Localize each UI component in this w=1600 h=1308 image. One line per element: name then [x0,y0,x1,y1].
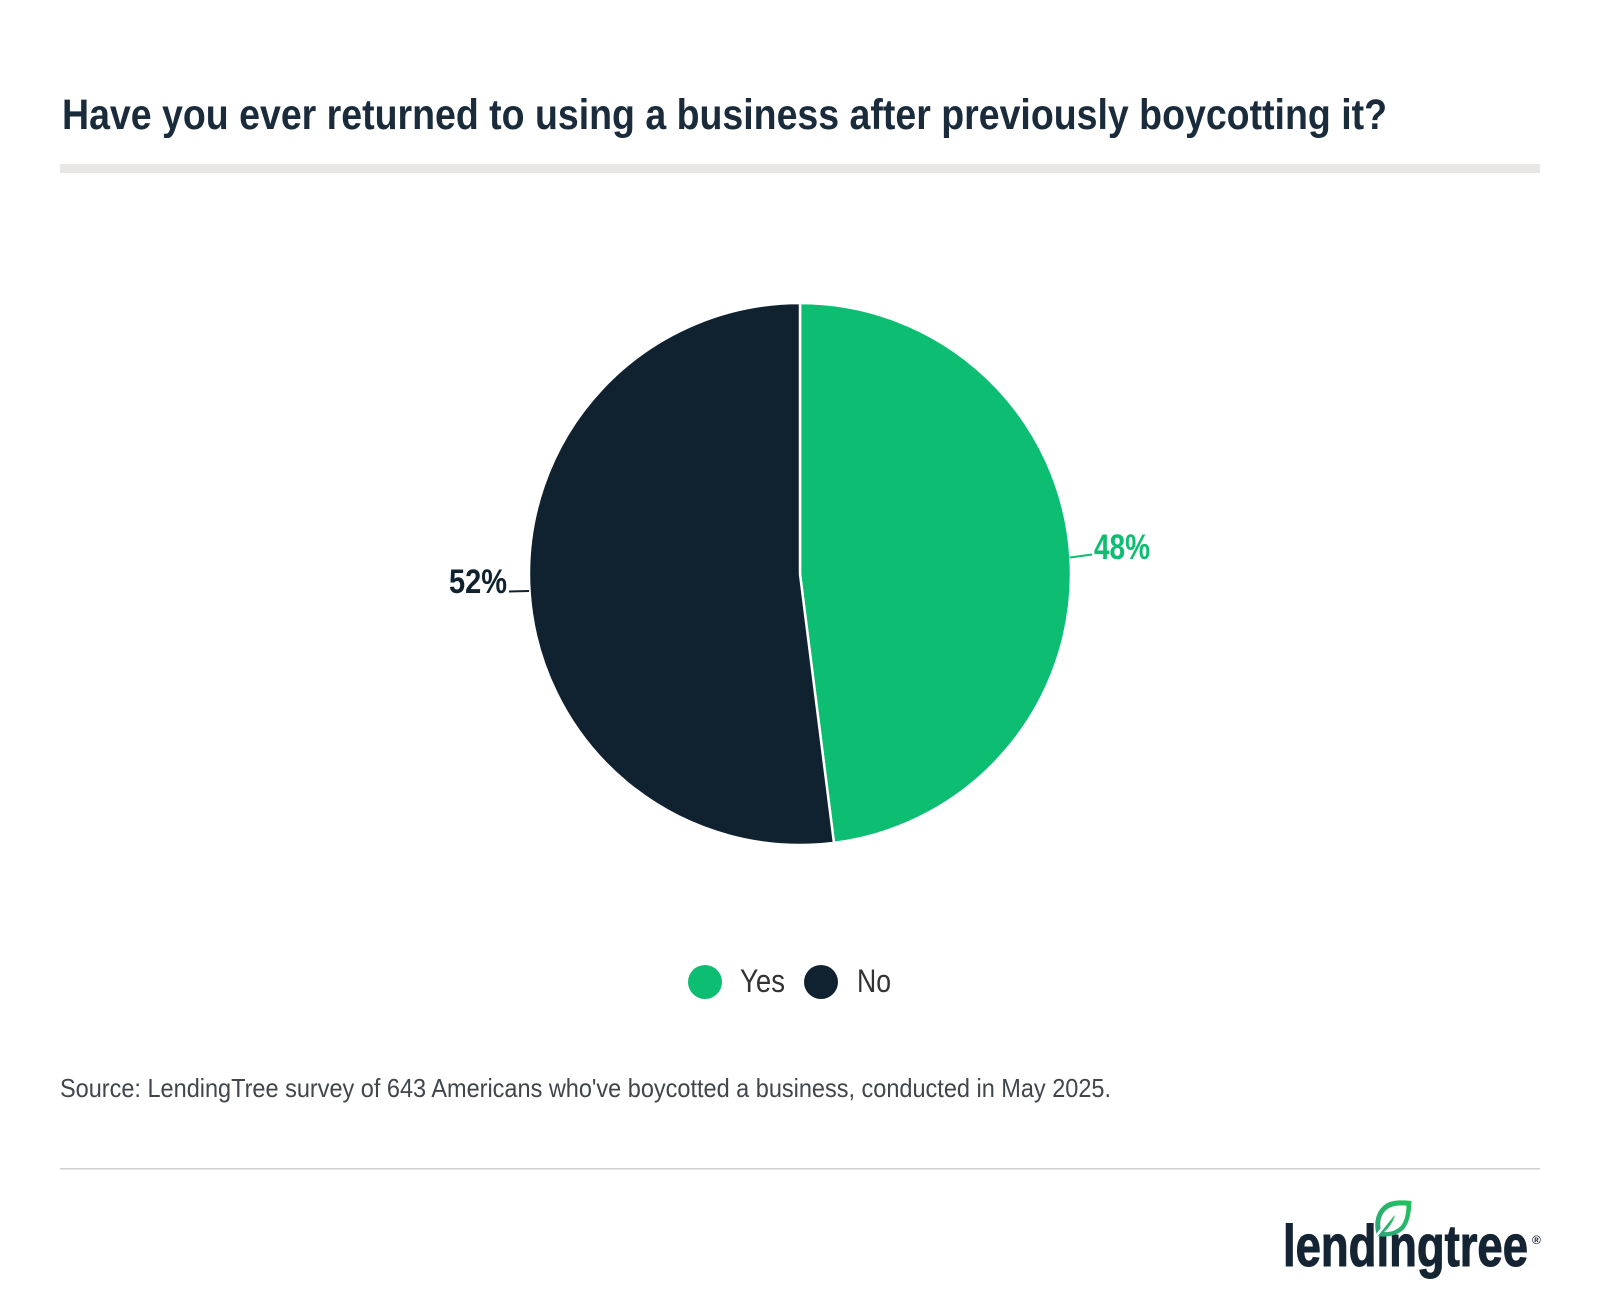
svg-text:Source: LendingTree survey of: Source: LendingTree survey of 643 Americ… [60,1073,1111,1103]
svg-text:48%: 48% [1094,528,1150,567]
svg-text:No: No [857,963,891,999]
svg-text:Have you ever returned to usin: Have you ever returned to using a busine… [62,91,1387,139]
svg-text:Yes: Yes [740,963,785,999]
svg-text:®: ® [1532,1233,1541,1247]
svg-text:52%: 52% [449,563,507,601]
